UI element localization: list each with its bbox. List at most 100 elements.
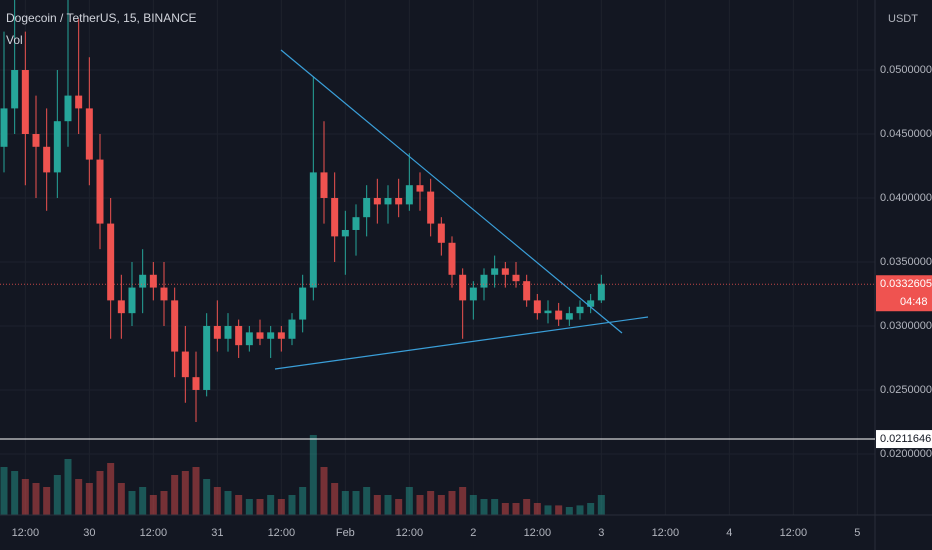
candle-body (107, 223, 115, 301)
currency-label[interactable]: USDT (888, 13, 918, 25)
volume-bar (427, 491, 435, 515)
candle-body (128, 287, 136, 314)
candle-body (480, 274, 488, 288)
y-tick-label: 0.0350000 (880, 256, 932, 268)
volume-bar (533, 503, 541, 515)
horizontal-line-label: 0.0211646 (880, 433, 931, 445)
candle-body (0, 108, 8, 147)
x-tick-label: 31 (211, 527, 223, 539)
volume-bar (245, 499, 253, 515)
x-tick-label: 3 (598, 527, 604, 539)
candle-body (288, 319, 296, 339)
y-tick-label: 0.0300000 (880, 320, 932, 332)
volume-bar (384, 495, 392, 515)
volume-bar (181, 471, 189, 515)
last-price-label: 0.0332605 (880, 278, 932, 290)
candle-body (491, 268, 499, 275)
candle-body (192, 377, 200, 390)
volume-bar (128, 491, 136, 515)
volume-bar (21, 479, 29, 515)
candle-body (224, 325, 232, 339)
volume-bar (491, 499, 499, 515)
candle-body (245, 332, 253, 346)
volume-bar (267, 495, 275, 515)
x-tick-label: Feb (336, 527, 355, 539)
volume-bar (363, 487, 371, 515)
y-tick-label: 0.0500000 (880, 64, 932, 76)
volume-bar (32, 483, 40, 515)
candle-body (171, 300, 179, 352)
candle-body (597, 283, 605, 301)
candle-body (256, 332, 264, 339)
symbol-title[interactable]: Dogecoin / TetherUS, 15, BINANCE (6, 11, 197, 25)
x-tick-label: 12:00 (524, 527, 552, 539)
x-tick-label: 12:00 (396, 527, 424, 539)
candle-body (331, 197, 339, 237)
volume-bar (43, 487, 51, 515)
volume-bar (139, 487, 147, 515)
volume-bar (469, 495, 477, 515)
volume-bar (235, 495, 243, 515)
candle-body (501, 268, 509, 275)
volume-bar (288, 495, 296, 515)
candle-body (160, 287, 168, 301)
volume-bar (320, 467, 328, 515)
horizontal-line-tag (876, 430, 932, 449)
volume-bar (96, 471, 104, 515)
candle-body (555, 310, 563, 320)
volume-bar (597, 495, 605, 515)
candle-body (437, 223, 445, 243)
trend-line (280, 49, 623, 334)
candle-body (395, 197, 403, 205)
volume-bar (0, 467, 8, 515)
candle-body (117, 300, 125, 314)
candle-body (75, 95, 83, 109)
volume-bar (576, 505, 584, 515)
volume-bar (149, 495, 157, 515)
x-tick-label: 12:00 (140, 527, 168, 539)
candle-body (533, 300, 541, 314)
volume-bar (203, 479, 211, 515)
volume-bar (416, 495, 424, 515)
candle-body (235, 325, 243, 346)
x-tick-label: 4 (726, 527, 732, 539)
volume-bar (512, 503, 520, 515)
candle-body (384, 197, 392, 205)
y-tick-label: 0.0400000 (880, 192, 932, 204)
overlay: 0.0332605 04:48 0.0211646 (0, 275, 932, 449)
volume-bar (75, 479, 83, 515)
candles (0, 0, 605, 422)
candle-body (587, 300, 595, 307)
volume-bar (587, 503, 595, 515)
volume-bar (213, 487, 221, 515)
candle-body (448, 242, 456, 275)
volume-bar (64, 459, 72, 515)
candle-body (405, 185, 413, 205)
candle-body (21, 70, 29, 134)
volume-bar (309, 435, 317, 515)
candle-body (320, 172, 328, 198)
candle-body (64, 95, 72, 122)
candle-body (53, 121, 61, 173)
volume-bar (352, 491, 360, 515)
volume-pane (0, 435, 605, 515)
volume-bar (224, 491, 232, 515)
x-tick-label: 12:00 (12, 527, 40, 539)
volume-bar (11, 471, 19, 515)
candle-body (512, 274, 520, 282)
volume-bar (544, 505, 552, 515)
volume-bar (480, 499, 488, 515)
x-tick-label: 12:00 (780, 527, 808, 539)
x-tick-label: 12:00 (268, 527, 296, 539)
x-tick-label: 12:00 (652, 527, 680, 539)
candle-body (32, 133, 40, 147)
volume-bar (555, 505, 563, 515)
candle-body (181, 351, 189, 378)
volume-label[interactable]: Vol (6, 33, 23, 47)
volume-bar (277, 499, 285, 515)
candle-body (267, 332, 275, 339)
candle-body (427, 191, 435, 224)
candle-body (565, 313, 573, 320)
volume-bar (501, 503, 509, 515)
